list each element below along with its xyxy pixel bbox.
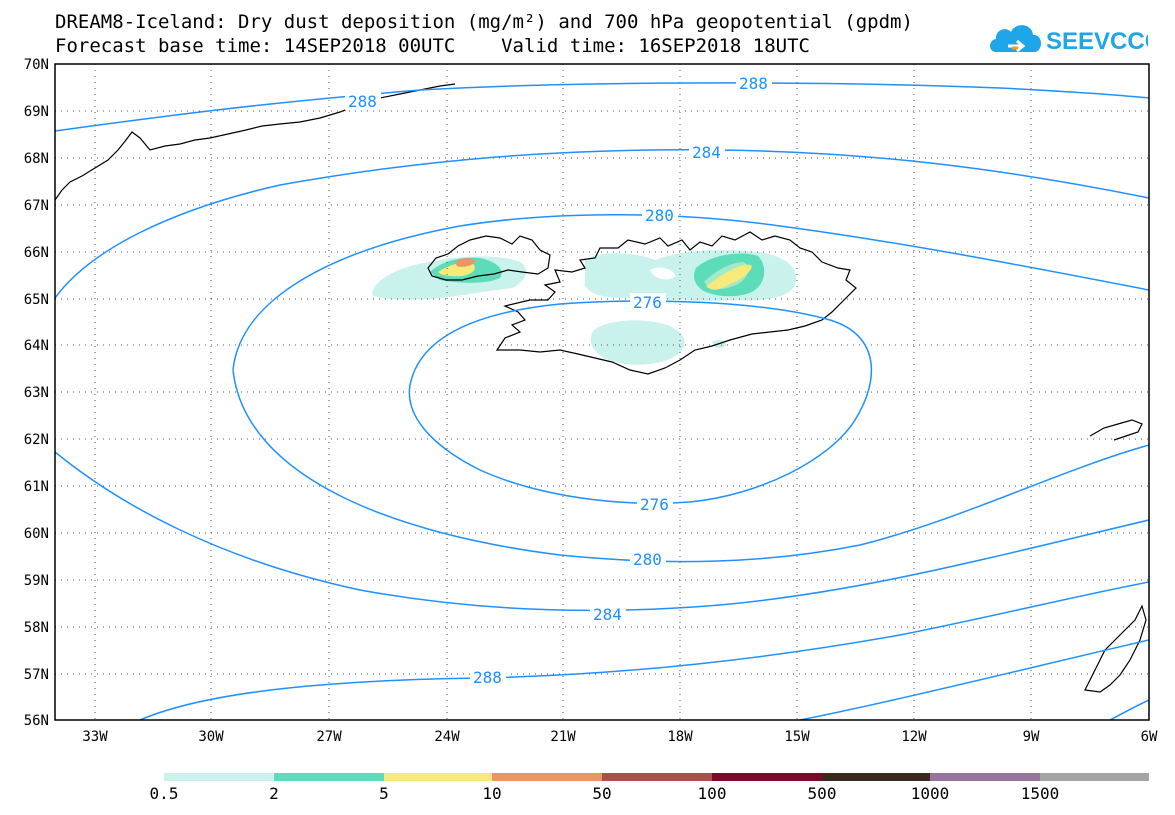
seevccc-logo: SEEVCCC (988, 18, 1162, 58)
colorbar-swatch (274, 773, 384, 781)
plot-frame (54, 63, 1150, 721)
colorbar-swatch (492, 773, 602, 781)
colorbar-swatch (602, 773, 712, 781)
colorbar (164, 773, 1149, 781)
scotland-coastline (1084, 604, 1147, 693)
colorbar-swatch (1040, 773, 1149, 781)
colorbar-label: 50 (592, 784, 612, 803)
contour-label: 276 (640, 495, 669, 514)
contour-label: 280 (645, 206, 674, 225)
colorbar-label: 1000 (910, 784, 950, 803)
lat-label: 63N (24, 385, 49, 401)
chart-title-line-2: Forecast base time: 14SEP2018 00UTC Vali… (55, 35, 810, 57)
contour-276 (408, 300, 873, 504)
lon-label: 27W (316, 729, 342, 745)
lon-label: 6W (1141, 729, 1158, 745)
lon-label: 21W (550, 729, 576, 745)
colorbar-swatch (712, 773, 822, 781)
lat-label: 59N (24, 573, 49, 589)
contour-label: 280 (633, 550, 662, 569)
lat-label: 70N (24, 57, 49, 73)
lat-label: 64N (24, 338, 49, 354)
contour-label: 288 (473, 668, 502, 687)
lon-label: 24W (434, 729, 460, 745)
contour-288-southeast (799, 639, 1149, 720)
lon-label: 15W (784, 729, 810, 745)
greenland-coastline (55, 83, 456, 201)
lat-label: 56N (24, 713, 49, 729)
graticule (55, 64, 1149, 720)
lon-label: 12W (901, 729, 927, 745)
lat-label: 68N (24, 151, 49, 167)
lon-label: 33W (82, 729, 108, 745)
longitude-axis: 33W 30W 27W 24W 21W 18W 15W 12W 9W 6W (82, 729, 1158, 745)
lat-label: 62N (24, 432, 49, 448)
lat-label: 67N (24, 198, 49, 214)
lat-label: 58N (24, 620, 49, 636)
lat-label: 57N (24, 667, 49, 683)
colorbar-label: 0.5 (149, 784, 179, 803)
iceland-coastline (495, 231, 857, 375)
colorbar-swatch (930, 773, 1040, 781)
lon-label: 9W (1023, 729, 1040, 745)
lon-label: 18W (667, 729, 693, 745)
lon-label: 30W (198, 729, 224, 745)
geopotential-contours (55, 82, 1149, 720)
colorbar-swatch (164, 773, 274, 781)
lat-label: 65N (24, 292, 49, 308)
contour-284-south (55, 451, 1149, 612)
contour-288-north (55, 82, 1149, 132)
colorbar-label: 500 (807, 784, 837, 803)
contour-288-farsouth (1109, 699, 1149, 720)
contour-288-south (139, 581, 1149, 720)
colorbar-label: 2 (269, 784, 279, 803)
coastlines (55, 83, 1147, 693)
contour-label: 284 (593, 605, 622, 624)
contour-label: 288 (348, 92, 377, 111)
contour-280 (232, 214, 1149, 563)
latitude-axis: 70N 69N 68N 67N 66N 65N 64N 63N 62N 61N … (24, 57, 49, 729)
lat-label: 69N (24, 104, 49, 120)
cloud-logo-icon: SEEVCCC (990, 25, 1162, 55)
lat-label: 60N (24, 526, 49, 542)
contour-label: 276 (633, 293, 662, 312)
logo-text: SEEVCCC (1046, 28, 1148, 55)
contour-label: 284 (692, 143, 721, 162)
lat-label: 66N (24, 245, 49, 261)
colorbar-label: 1500 (1020, 784, 1060, 803)
dust-deposition-shading (372, 250, 797, 365)
colorbar-label: 10 (482, 784, 502, 803)
colorbar-swatch (384, 773, 492, 781)
colorbar-label: 100 (697, 784, 727, 803)
chart-title-line-1: DREAM8-Iceland: Dry dust deposition (mg/… (55, 11, 913, 33)
colorbar-swatch (822, 773, 930, 781)
contour-label: 288 (739, 74, 768, 93)
westfjords-coastline (427, 235, 551, 281)
lat-label: 61N (24, 479, 49, 495)
faroe-islands-coastline (1089, 419, 1143, 441)
contour-labels: 288 288 284 280 276 276 280 284 288 (345, 74, 772, 687)
colorbar-label: 5 (379, 784, 389, 803)
contour-284-north (55, 149, 1149, 299)
